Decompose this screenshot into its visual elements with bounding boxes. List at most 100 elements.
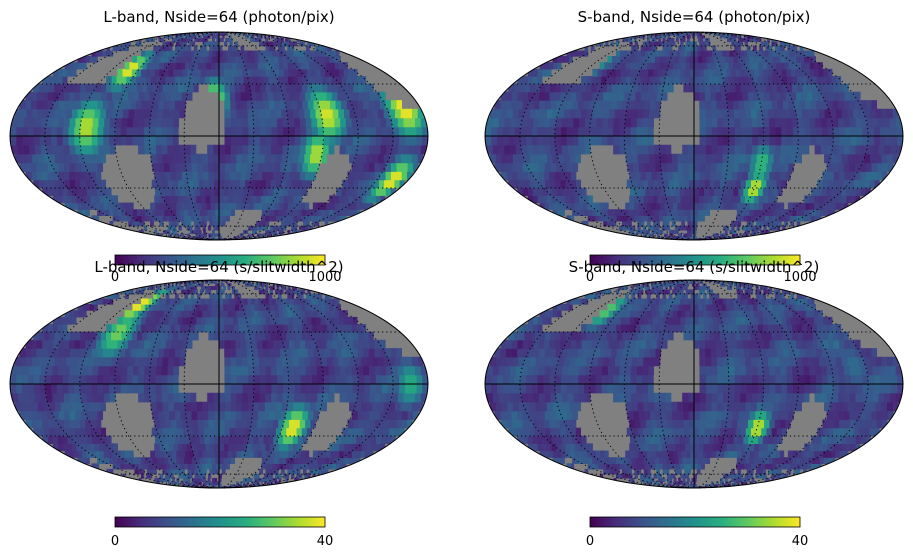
map-cell bbox=[606, 220, 611, 227]
map-cell bbox=[716, 135, 724, 146]
map-cell bbox=[161, 117, 168, 128]
map-cell bbox=[693, 229, 697, 235]
map-cell bbox=[181, 468, 185, 475]
map-cell bbox=[269, 229, 273, 235]
map-cell bbox=[774, 41, 778, 47]
map-cell bbox=[64, 179, 70, 189]
map-cell bbox=[250, 33, 252, 36]
map-cell bbox=[194, 76, 200, 85]
map-cell bbox=[226, 457, 232, 464]
map-cell bbox=[335, 50, 340, 57]
map-cell bbox=[654, 56, 660, 63]
map-cell bbox=[390, 162, 397, 172]
map-cell bbox=[168, 410, 176, 420]
map-cell bbox=[744, 209, 750, 216]
map-cell bbox=[511, 171, 518, 181]
map-cell bbox=[135, 68, 142, 77]
map-cell bbox=[710, 144, 718, 155]
map-cell bbox=[856, 135, 863, 146]
map-cell bbox=[374, 365, 381, 376]
map-cell bbox=[163, 457, 169, 464]
map-cell bbox=[209, 486, 211, 488]
map-cell bbox=[659, 76, 665, 85]
map-cell bbox=[275, 179, 282, 189]
map-cell bbox=[329, 450, 335, 458]
map-cell bbox=[679, 233, 683, 237]
map-cell bbox=[352, 171, 359, 181]
map-cell bbox=[306, 76, 313, 85]
map-cell bbox=[792, 50, 797, 57]
map-cell bbox=[269, 443, 275, 452]
map-cell bbox=[196, 410, 203, 420]
map-cell bbox=[188, 236, 191, 239]
map-cell bbox=[510, 162, 518, 172]
map-cell bbox=[280, 225, 284, 231]
map-cell bbox=[691, 41, 695, 47]
map-cell bbox=[256, 225, 260, 231]
map-cell bbox=[669, 187, 675, 196]
map-cell bbox=[716, 233, 719, 237]
map-cell bbox=[765, 162, 772, 172]
map-cell bbox=[787, 209, 793, 216]
map-cell bbox=[169, 50, 174, 57]
map-cell bbox=[733, 117, 741, 128]
map-cell bbox=[615, 56, 620, 63]
map-cell bbox=[215, 468, 220, 475]
map-cell bbox=[187, 83, 194, 93]
map-cell bbox=[134, 220, 139, 227]
map-cell bbox=[390, 348, 397, 358]
map-cell bbox=[250, 419, 257, 429]
map-cell bbox=[767, 153, 774, 164]
map-cell bbox=[642, 108, 649, 119]
map-cell bbox=[801, 108, 808, 119]
map-cell bbox=[188, 484, 191, 487]
map-cell bbox=[235, 100, 242, 110]
map-cell bbox=[513, 83, 520, 93]
map-cell bbox=[621, 83, 628, 93]
map-cell bbox=[714, 83, 721, 93]
map-cell bbox=[80, 365, 87, 376]
map-cell bbox=[22, 144, 30, 155]
map-cell bbox=[235, 356, 242, 367]
map-cell bbox=[247, 365, 254, 376]
map-cell bbox=[185, 37, 189, 43]
map-cell bbox=[296, 473, 300, 479]
map-cell bbox=[208, 236, 211, 239]
map-cell bbox=[156, 179, 163, 189]
map-cell bbox=[69, 83, 76, 93]
map-cell bbox=[832, 179, 839, 189]
map-cell bbox=[275, 108, 282, 119]
map-cell bbox=[732, 100, 739, 110]
map-cell bbox=[252, 202, 258, 210]
map-cell bbox=[569, 195, 575, 204]
map-cell bbox=[154, 477, 158, 483]
map-cell bbox=[269, 153, 276, 164]
map-cell bbox=[264, 35, 267, 39]
map-cell bbox=[634, 233, 637, 237]
map-cell bbox=[569, 108, 576, 119]
map-cell bbox=[352, 83, 359, 93]
map-cell bbox=[47, 410, 54, 420]
map-cell bbox=[269, 68, 275, 77]
map-cell bbox=[320, 457, 326, 464]
map-cell bbox=[99, 356, 106, 367]
map-cell bbox=[285, 83, 292, 93]
map-cell bbox=[182, 83, 189, 93]
map-cell bbox=[813, 62, 819, 70]
map-cell bbox=[546, 153, 553, 164]
map-cell bbox=[198, 37, 202, 43]
map-cell bbox=[228, 187, 234, 196]
map-cell bbox=[101, 209, 106, 216]
map-cell bbox=[264, 365, 272, 376]
map-cell bbox=[343, 108, 350, 119]
map-cell bbox=[257, 484, 260, 487]
map-cell bbox=[218, 37, 222, 43]
map-cell bbox=[316, 56, 322, 63]
map-cell bbox=[885, 126, 892, 137]
map-cell bbox=[691, 32, 693, 34]
map-cell bbox=[312, 468, 316, 475]
map-cell bbox=[719, 233, 723, 237]
map-cell bbox=[650, 91, 657, 101]
map-cell bbox=[213, 419, 220, 429]
map-cell bbox=[311, 76, 318, 85]
